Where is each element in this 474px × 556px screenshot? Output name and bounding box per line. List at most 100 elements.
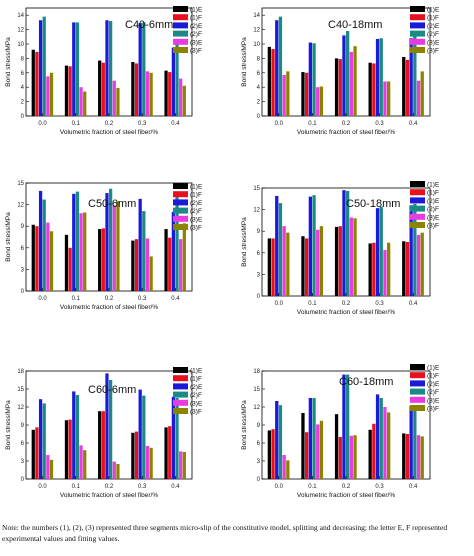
bar [49, 231, 54, 291]
bar [308, 42, 312, 117]
x-tick-label: 0.1 [308, 484, 317, 490]
legend-swatch [173, 391, 188, 398]
y-tick-label: 4 [257, 85, 261, 91]
bar [75, 395, 80, 479]
y-tick-label: 6 [21, 441, 25, 447]
x-axis-label: Volumetric fraction of steel fiber/% [60, 304, 158, 311]
legend-entry: (2)F [190, 392, 202, 399]
bar [301, 413, 305, 479]
legend-swatch [410, 6, 425, 12]
legend-swatch [410, 38, 425, 45]
bar [49, 72, 54, 116]
bar [301, 236, 305, 296]
legend-entry: (1)E [190, 368, 203, 375]
y-tick-label: 6 [257, 71, 261, 77]
bar [349, 217, 353, 296]
y-tick-label: 9 [257, 229, 261, 235]
y-tick-label: 0 [257, 294, 261, 300]
bar [175, 196, 179, 291]
bar [372, 242, 376, 296]
bar [372, 63, 376, 116]
legend-swatch [173, 408, 188, 414]
bar [35, 226, 39, 291]
bar [379, 206, 383, 296]
bar [46, 455, 50, 479]
legend-entry: (3)F [427, 48, 439, 55]
bar [182, 223, 186, 291]
chart-panel-1: 0 2 4 6 8 10 12 14 0.0 0.1 0.2 0.3 0.4 Volumetric fra… [5, 6, 203, 136]
x-tick-label: 0.0 [275, 301, 284, 307]
y-tick-label: 10 [253, 42, 260, 48]
y-tick-label: 14 [17, 13, 24, 19]
legend-swatch [173, 191, 188, 198]
y-tick-label: 12 [17, 405, 24, 411]
bar [149, 72, 153, 116]
bar [305, 72, 309, 116]
bar [42, 403, 46, 479]
bar [334, 414, 339, 479]
legend-swatch [410, 364, 425, 370]
bar [171, 47, 175, 116]
x-tick-label: 0.3 [138, 484, 147, 490]
bar [316, 424, 320, 479]
bar [179, 239, 183, 291]
bar [319, 86, 324, 116]
bar [346, 31, 350, 116]
legend-swatch [173, 30, 188, 37]
bar [164, 70, 168, 116]
bar [267, 238, 272, 296]
legend-entry: (1)F [190, 15, 202, 22]
bar [142, 211, 146, 291]
x-tick-label: 0.0 [275, 484, 284, 490]
bar [38, 399, 43, 479]
legend-swatch [410, 30, 425, 37]
legend-swatch [410, 205, 425, 212]
bar [171, 396, 175, 479]
bar [308, 398, 312, 479]
bar [182, 85, 186, 116]
legend-swatch [410, 213, 425, 220]
y-tick-label: 9 [21, 224, 25, 230]
x-tick-label: 0.2 [342, 484, 351, 490]
bar [138, 389, 142, 479]
bar [79, 445, 83, 479]
legend-entry: (2)F [190, 208, 202, 215]
y-axis-label: Bond stress/MPa [5, 37, 12, 87]
bar [72, 22, 76, 116]
legend-swatch [173, 375, 188, 382]
bar [109, 20, 113, 116]
bar [405, 434, 410, 479]
bar [134, 63, 139, 116]
bar [386, 412, 391, 479]
x-tick-label: 0.0 [38, 121, 47, 127]
bar [386, 81, 391, 116]
bar [83, 91, 87, 116]
bar [346, 374, 350, 479]
x-tick-label: 0.4 [409, 121, 418, 127]
x-tick-label: 0.0 [275, 121, 284, 127]
chart-title: C40-18mm [328, 19, 382, 31]
legend-entry: (2)E [427, 198, 440, 205]
chart-title: C60-6mm [88, 384, 136, 396]
y-tick-label: 0 [21, 477, 25, 483]
bar [112, 461, 116, 479]
bar [79, 213, 83, 291]
bar [338, 226, 342, 296]
bar [346, 190, 350, 296]
bar [64, 234, 69, 291]
legend-swatch [173, 183, 188, 189]
legend-swatch [410, 222, 425, 228]
bar [312, 195, 316, 296]
bar [116, 201, 120, 291]
x-tick-label: 0.3 [138, 296, 147, 302]
y-axis-label: Bond stress/MPa [5, 400, 12, 450]
bar [402, 433, 406, 479]
legend-swatch [410, 14, 425, 21]
bar [319, 226, 324, 296]
legend-swatch [410, 396, 425, 403]
bar [101, 62, 105, 116]
bar [368, 243, 372, 296]
bar [175, 398, 179, 479]
legend-swatch [410, 405, 425, 411]
bar [275, 195, 279, 296]
